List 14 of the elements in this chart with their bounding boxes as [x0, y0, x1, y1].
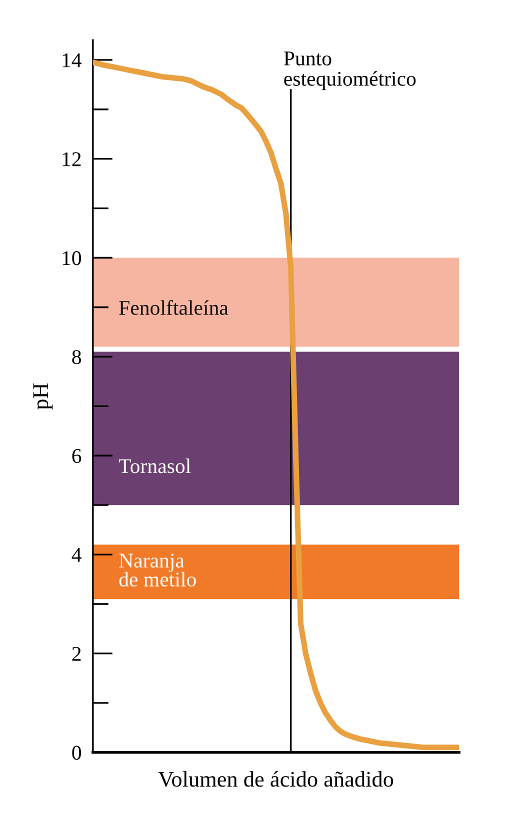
band-label: Fenolftaleína: [119, 300, 228, 315]
y-tick-label: 12: [62, 152, 81, 166]
y-tick-label: 8: [72, 350, 82, 364]
annotation: Punto estequiométrico: [284, 52, 416, 90]
x-axis-title: Volumen de ácido añadido: [158, 771, 394, 787]
y-tick-label: 0: [72, 746, 82, 760]
y-tick-label: 14: [62, 53, 82, 68]
y-tick-label: 10: [62, 251, 82, 266]
y-tick-label: 4: [72, 548, 82, 562]
y-axis-title: pH: [33, 383, 53, 410]
band-label: Tornasol: [118, 458, 191, 474]
y-tick-label: 6: [72, 449, 82, 464]
band-label: Naranja de metilo: [119, 554, 196, 587]
y-tick-label: 2: [72, 646, 81, 661]
